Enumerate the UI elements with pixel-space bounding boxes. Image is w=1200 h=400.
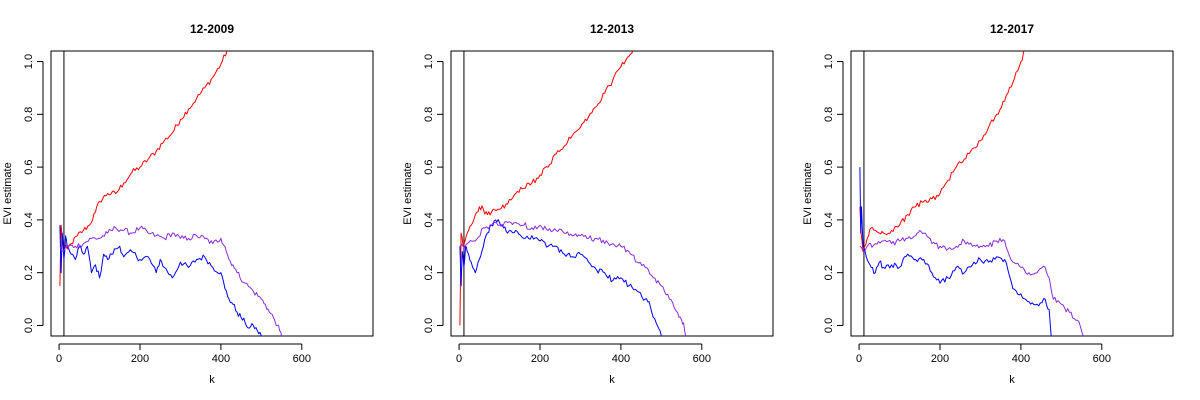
x-tick-label: 600 [293, 353, 311, 365]
series-line-0 [59, 51, 228, 286]
y-tick-label: 0.0 [423, 318, 435, 333]
x-tick-label: 0 [56, 353, 62, 365]
series-line-2 [459, 221, 687, 336]
y-tick-label: 1.0 [23, 54, 35, 69]
y-tick-label: 1.0 [823, 54, 835, 69]
y-tick-label: 0.8 [423, 107, 435, 122]
chart-panel: 12-2017 0 200 400 600 k 0.0 0.2 0.4 0.6 0.8 1.0 EVI … [802, 22, 1174, 386]
chart-title: 12-2013 [590, 22, 634, 36]
y-tick-label: 0.4 [423, 212, 435, 227]
y-tick-label: 0.4 [23, 212, 35, 227]
x-axis-label: k [1009, 374, 1015, 386]
plot-area [50, 50, 374, 337]
series-line-0 [459, 51, 634, 326]
series-line-1 [59, 225, 262, 336]
y-tick-label: 0.2 [23, 265, 35, 280]
y-axis-label: EVI estimate [402, 162, 414, 224]
x-tick-label: 0 [856, 353, 862, 365]
x-tick-label: 400 [612, 353, 630, 365]
x-tick-label: 400 [212, 353, 230, 365]
plot-area [850, 50, 1174, 337]
chart-panel: 12-2013 0 200 400 600 k 0.0 0.2 0.4 0.6 0.8 1.0 EVI … [402, 22, 774, 386]
x-axis-label: k [609, 374, 615, 386]
x-tick-label: 600 [1093, 353, 1111, 365]
chart-title: 12-2009 [190, 22, 234, 36]
series-line-2 [859, 229, 1085, 336]
series-group [59, 51, 283, 336]
series-group [859, 51, 1085, 336]
x-axis-label: k [209, 374, 215, 386]
y-axis-label: EVI estimate [2, 162, 14, 224]
series-line-1 [859, 167, 1052, 336]
x-tick-label: 0 [456, 353, 462, 365]
y-tick-label: 0.0 [23, 318, 35, 333]
series-group [459, 51, 687, 336]
series-line-2 [59, 225, 283, 336]
x-tick-label: 600 [693, 353, 711, 365]
y-axis-label: EVI estimate [802, 162, 814, 224]
x-tick-label: 400 [1012, 353, 1030, 365]
y-tick-label: 0.6 [23, 159, 35, 174]
series-line-1 [459, 219, 662, 336]
y-tick-label: 0.6 [823, 159, 835, 174]
y-tick-label: 1.0 [423, 54, 435, 69]
y-tick-label: 0.2 [823, 265, 835, 280]
y-tick-label: 0.2 [423, 265, 435, 280]
y-tick-label: 0.0 [823, 318, 835, 333]
y-tick-label: 0.8 [23, 107, 35, 122]
chart-title: 12-2017 [990, 22, 1034, 36]
x-tick-label: 200 [531, 353, 549, 365]
plot-area [450, 50, 774, 337]
y-tick-label: 0.6 [423, 159, 435, 174]
x-tick-label: 200 [931, 353, 949, 365]
x-tick-label: 200 [131, 353, 149, 365]
chart-panel: 12-2009 0 200 400 600 k 0.0 0.2 0.4 0.6 0.8 1.0 EVI … [2, 22, 374, 386]
y-tick-label: 0.8 [823, 107, 835, 122]
series-line-0 [859, 51, 1026, 253]
y-tick-label: 0.4 [823, 212, 835, 227]
